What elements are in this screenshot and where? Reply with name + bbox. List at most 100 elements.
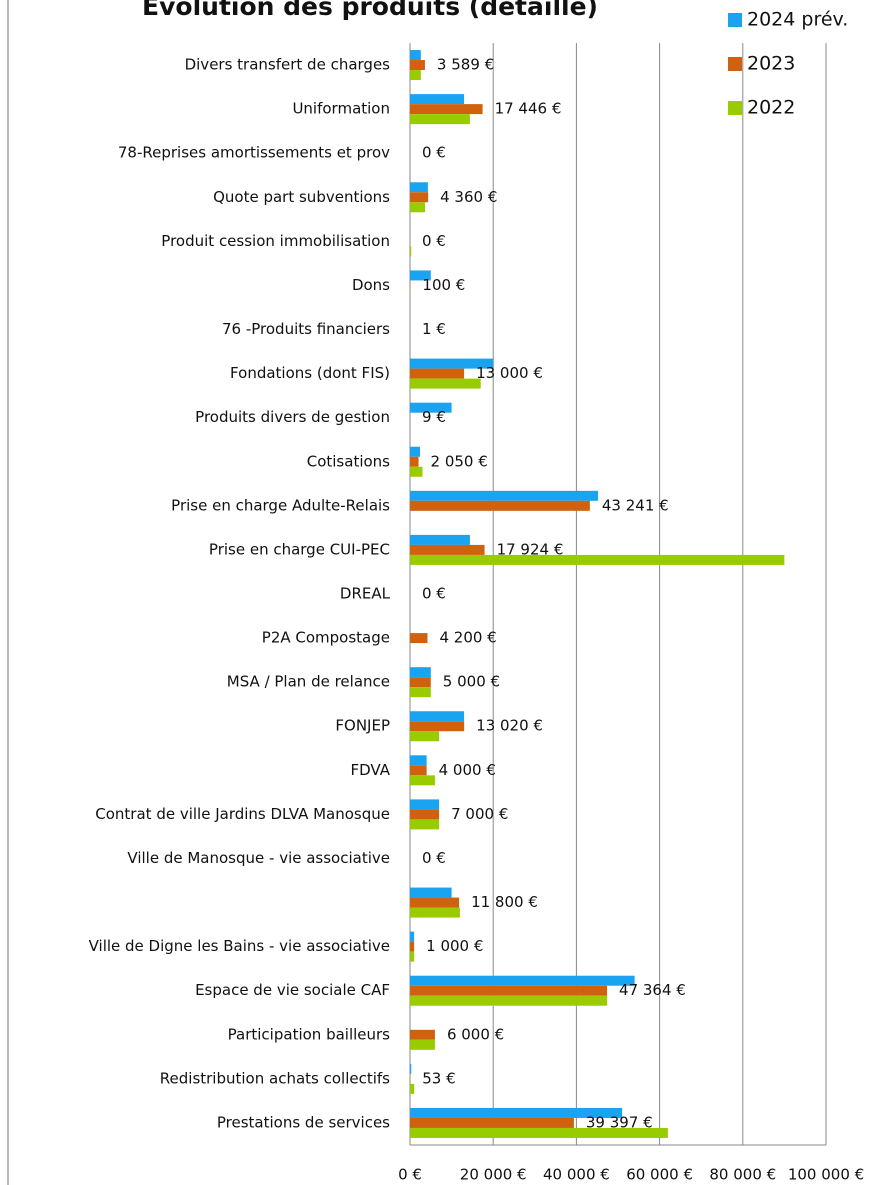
data-label: 6 000 € [447, 1025, 504, 1043]
bar [410, 104, 483, 115]
bar [410, 995, 608, 1006]
bar [410, 951, 415, 962]
category-label: Prise en charge Adulte-Relais [171, 496, 390, 514]
bar [410, 554, 785, 565]
data-label: 0 € [422, 585, 446, 603]
bar [410, 711, 465, 722]
legend-swatch [728, 101, 742, 115]
bar [410, 941, 415, 952]
data-label: 100 € [422, 276, 465, 294]
data-label: 9 € [422, 408, 446, 426]
category-label: DREAL [340, 585, 391, 603]
category-label: Prestations de services [217, 1113, 390, 1131]
data-label: 0 € [422, 232, 446, 250]
bar [410, 368, 465, 379]
bar [410, 94, 465, 105]
category-label: MSA / Plan de relance [227, 673, 390, 691]
bar [410, 378, 481, 389]
bar [410, 731, 440, 742]
bar [410, 721, 465, 732]
category-label: Participation bailleurs [228, 1025, 391, 1043]
legend-label: 2024 prév. [747, 9, 848, 31]
bar [410, 677, 431, 688]
data-label: 11 800 € [471, 893, 538, 911]
bar [410, 667, 431, 678]
bar [410, 192, 429, 203]
bar [410, 270, 431, 281]
bar [410, 775, 435, 786]
data-label: 2 050 € [431, 452, 488, 470]
data-label: 7 000 € [451, 805, 508, 823]
x-tick-label: 80 000 € [709, 1166, 776, 1184]
data-label: 4 200 € [439, 629, 496, 647]
category-label: Ville de Manosque - vie associative [127, 849, 390, 867]
bar [410, 1107, 623, 1118]
bar [410, 765, 427, 776]
bar [410, 50, 421, 61]
x-tick-label: 100 000 € [788, 1166, 864, 1184]
bar [410, 633, 428, 644]
bar [410, 466, 423, 477]
bar [410, 1083, 415, 1094]
bar [410, 182, 428, 193]
data-label: 53 € [422, 1069, 455, 1087]
data-label: 17 446 € [495, 100, 562, 118]
bar [410, 456, 419, 467]
bar [410, 402, 452, 413]
category-label: Redistribution achats collectifs [160, 1069, 390, 1087]
category-label: Dons [352, 276, 390, 294]
data-label: 43 241 € [602, 496, 669, 514]
bar [410, 907, 460, 918]
category-label: Uniformation [292, 100, 390, 118]
category-label: Produits divers de gestion [195, 408, 390, 426]
category-label: Prise en charge CUI-PEC [209, 540, 390, 558]
bar [410, 1029, 435, 1040]
bar [410, 1117, 574, 1128]
bar [410, 534, 470, 545]
bar [410, 246, 412, 257]
category-label: Ville de Digne les Bains - vie associati… [89, 937, 390, 955]
category-label: 76 -Produits financiers [222, 320, 390, 338]
bar [410, 114, 470, 125]
bar [410, 687, 431, 698]
bar [410, 1039, 435, 1050]
category-label: P2A Compostage [262, 629, 390, 647]
bar [410, 446, 420, 457]
legend-swatch [728, 57, 742, 71]
data-label: 17 924 € [497, 540, 564, 558]
category-label: 78-Reprises amortissements et prov [118, 144, 390, 162]
bar [410, 490, 599, 501]
category-label: Produit cession immobilisation [161, 232, 390, 250]
bar [410, 819, 440, 830]
legend-label: 2023 [747, 53, 795, 75]
category-label: Cotisations [307, 452, 390, 470]
data-label: 1 € [422, 320, 446, 338]
category-label: Fondations (dont FIS) [230, 364, 390, 382]
data-label: 13 000 € [476, 364, 543, 382]
bar [410, 975, 635, 986]
bar [410, 70, 421, 81]
bar [410, 202, 425, 213]
data-label: 39 397 € [586, 1113, 653, 1131]
bar [410, 358, 494, 369]
bar [410, 544, 485, 555]
bar [410, 1063, 412, 1074]
data-label: 47 364 € [619, 981, 686, 999]
bar [410, 897, 460, 908]
data-label: 5 000 € [443, 673, 500, 691]
category-label: FDVA [351, 761, 391, 779]
bar [410, 60, 425, 71]
data-label: 0 € [422, 144, 446, 162]
bar [410, 1127, 668, 1138]
category-label: Espace de vie sociale CAF [195, 981, 390, 999]
category-label: Contrat de ville Jardins DLVA Manosque [95, 805, 390, 823]
bar [410, 931, 415, 942]
category-label: Quote part subventions [213, 188, 390, 206]
category-label: Divers transfert de charges [185, 56, 391, 74]
data-label: 0 € [422, 849, 446, 867]
data-label: 3 589 € [437, 56, 494, 74]
x-tick-label: 0 € [398, 1166, 422, 1184]
x-tick-label: 40 000 € [543, 1166, 610, 1184]
data-label: 4 360 € [440, 188, 497, 206]
